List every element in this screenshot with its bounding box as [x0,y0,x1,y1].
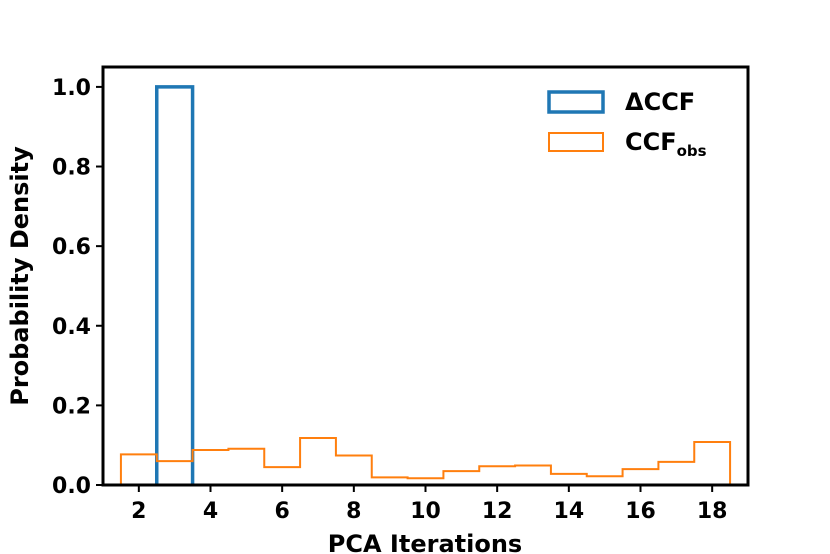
series-layer [119,85,732,485]
x-tick-label: 10 [410,499,441,524]
x-tick-label: 14 [554,499,585,524]
x-axis-title: PCA Iterations [328,530,522,554]
y-tick-label: 0.4 [52,315,91,340]
y-tick-label: 0.0 [52,474,91,499]
legend-label-delta-ccf: ΔCCF [625,88,695,116]
axes-frame [101,65,750,487]
x-tick-label: 16 [625,499,656,524]
x-axis-ticks: 2 4 6 8 10 12 14 16 18 [131,485,727,524]
x-tick-label: 6 [275,499,290,524]
x-tick-label: 18 [697,499,728,524]
y-tick-label: 0.8 [52,156,91,181]
legend-label-ccf-obs: CCFobs [625,128,707,160]
x-tick-label: 2 [131,499,146,524]
x-tick-label: 4 [203,499,218,524]
x-tick-label: 12 [482,499,513,524]
y-tick-label: 1.0 [52,76,91,101]
y-axis-title: Probability Density [6,146,34,406]
y-axis-ticks: 0.0 0.2 0.4 0.6 0.8 1.0 [52,76,103,499]
legend-swatch-delta-ccf [547,90,605,114]
y-tick-label: 0.2 [52,394,91,419]
legend-swatch-ccf-obs [548,132,604,152]
y-tick-label: 0.6 [52,235,91,260]
series-ccf-obs-outline [119,437,732,485]
x-tick-label: 8 [346,499,361,524]
series-delta-ccf-outline [155,85,195,485]
legend: ΔCCF CCFobs [547,88,707,160]
